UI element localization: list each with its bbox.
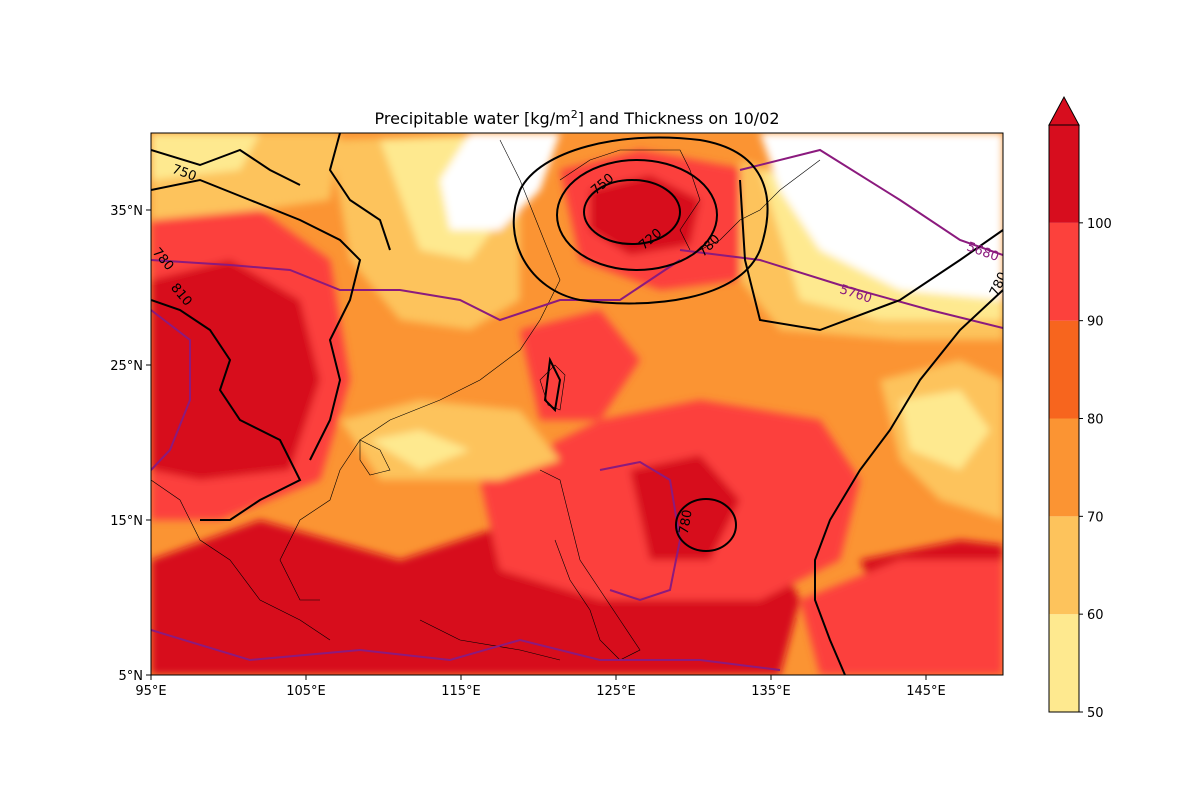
latitude-axis: 5°N 15°N 25°N 35°N — [110, 204, 151, 684]
svg-text:15°N: 15°N — [110, 514, 143, 529]
colorbar-extend-arrow — [1048, 95, 1080, 126]
coastlines — [151, 139, 821, 661]
svg-text:35°N: 35°N — [110, 204, 143, 219]
colorbar-band — [1049, 614, 1079, 712]
colorbar-ticks: 50 60 70 80 90 100 — [1079, 217, 1112, 721]
map-title: Precipitable water [kg/m2] and Thickness… — [374, 108, 779, 128]
lon-tick: 125°E — [596, 675, 636, 699]
svg-text:125°E: 125°E — [596, 684, 636, 699]
svg-text:135°E: 135°E — [751, 684, 791, 699]
lat-tick: 25°N — [110, 359, 151, 374]
svg-text:5°N: 5°N — [119, 669, 144, 684]
longitude-axis: 95°E 105°E 115°E 125°E 135°E 145°E — [135, 675, 946, 699]
lat-tick: 35°N — [110, 204, 151, 219]
thickness-contours — [151, 133, 1003, 675]
svg-text:105°E: 105°E — [286, 684, 326, 699]
lon-tick: 135°E — [751, 675, 791, 699]
svg-text:145°E: 145°E — [906, 684, 946, 699]
colorbar-band — [1049, 222, 1079, 321]
contour-label-780-south: 780 — [677, 509, 696, 536]
colorbar-bands — [1049, 125, 1079, 712]
map-frame — [150, 132, 1004, 676]
precipitable-water-field — [151, 133, 1003, 675]
colorbar-band — [1049, 516, 1079, 615]
colorbar-band — [1049, 320, 1079, 419]
colorbar-band — [1049, 125, 1079, 223]
lon-tick: 105°E — [286, 675, 326, 699]
colorbar-tick-label: 60 — [1087, 608, 1104, 623]
lon-tick: 95°E — [135, 675, 167, 699]
lat-tick: 5°N — [119, 669, 151, 684]
lon-tick: 145°E — [906, 675, 946, 699]
map-panel: 750 720 780 780 810 780 780 5680 5760 75… — [151, 133, 1003, 675]
colorbar-tick-label: 80 — [1087, 413, 1104, 428]
lat-tick: 15°N — [110, 514, 151, 529]
colorbar-tick-label: 50 — [1087, 706, 1104, 721]
colorbar-tick-label: 90 — [1087, 315, 1104, 330]
colorbar-band — [1049, 418, 1079, 517]
colorbar-tick-label: 70 — [1087, 510, 1104, 525]
svg-text:95°E: 95°E — [135, 684, 166, 699]
colorbar-tick-label: 100 — [1087, 217, 1112, 232]
colorbar: 50 60 70 80 90 100 — [1048, 95, 1112, 721]
svg-text:115°E: 115°E — [441, 684, 481, 699]
svg-text:25°N: 25°N — [110, 359, 143, 374]
lon-tick: 115°E — [441, 675, 481, 699]
height-contours — [151, 148, 1003, 671]
